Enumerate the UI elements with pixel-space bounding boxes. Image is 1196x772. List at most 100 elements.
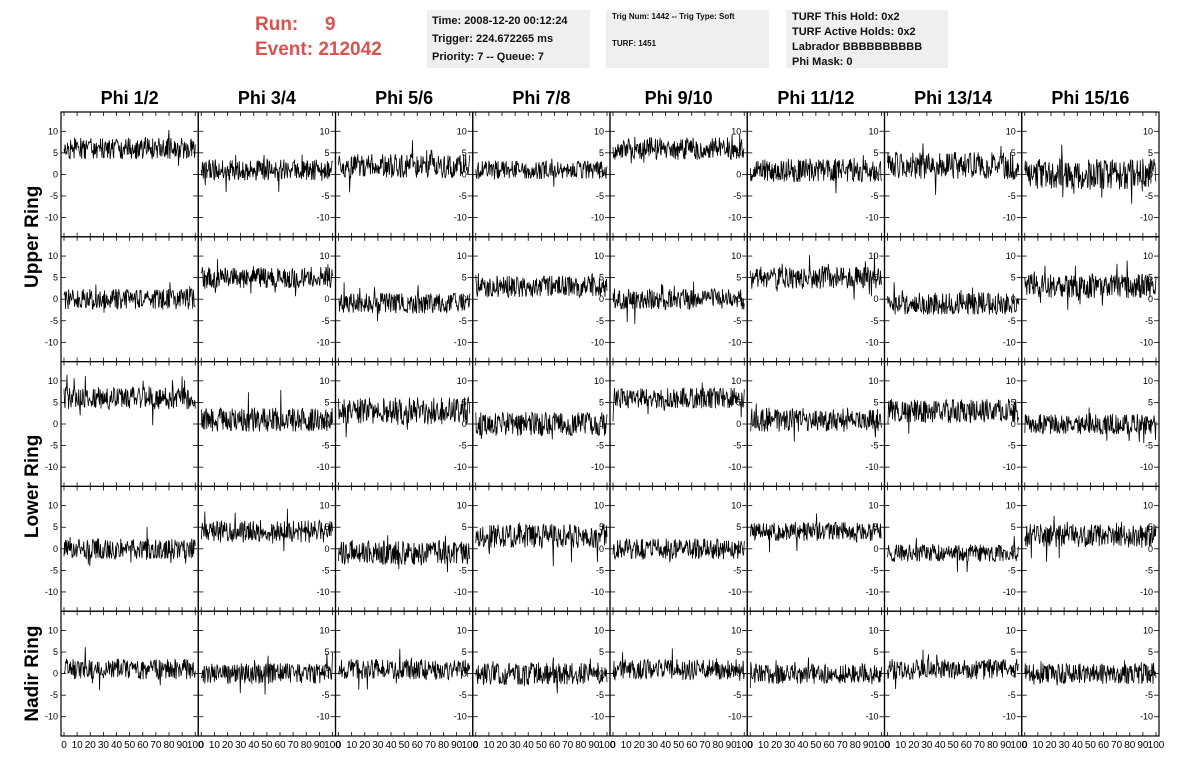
y-tick-label: -10 xyxy=(728,337,741,347)
waveform-trace xyxy=(749,513,882,553)
ring-label: Nadir Ring xyxy=(22,626,43,722)
y-tick-label: 5 xyxy=(324,522,329,532)
y-tick-label: -5 xyxy=(1145,191,1153,201)
y-tick-label: -10 xyxy=(316,213,329,223)
x-tick-label: 40 xyxy=(660,740,672,751)
y-tick-label: -5 xyxy=(733,565,741,575)
y-tick-label: 10 xyxy=(1006,251,1016,261)
y-tick-label: 10 xyxy=(457,625,467,635)
y-tick-label: 0 xyxy=(1011,419,1016,429)
waveform-trace xyxy=(887,143,1020,195)
y-tick-label: 5 xyxy=(599,397,604,407)
y-tick-label: 10 xyxy=(1006,126,1016,136)
y-tick-label: 5 xyxy=(324,397,329,407)
y-tick-label: -10 xyxy=(45,337,58,347)
x-tick-label: 30 xyxy=(235,740,247,751)
y-tick-label: -10 xyxy=(865,337,878,347)
waveform-trace xyxy=(612,281,745,324)
y-tick-label: -5 xyxy=(870,316,878,326)
waveform-trace xyxy=(1024,144,1157,204)
waveform-trace xyxy=(612,648,745,681)
run-value: 9 xyxy=(325,14,336,35)
y-tick-label: -5 xyxy=(733,690,741,700)
x-tick-label: 50 xyxy=(124,740,136,751)
x-tick-label: 40 xyxy=(111,740,123,751)
y-tick-label: 10 xyxy=(48,251,58,261)
x-tick-label: 100 xyxy=(873,740,890,751)
column-header: Phi 3/4 xyxy=(238,88,296,108)
waveform-trace xyxy=(749,403,882,442)
y-tick-label: -5 xyxy=(321,690,329,700)
waveform-trace xyxy=(200,652,333,695)
y-tick-label: 5 xyxy=(736,148,741,158)
y-tick-label: 10 xyxy=(731,126,741,136)
y-tick-label: -5 xyxy=(1008,565,1016,575)
x-tick-label: 80 xyxy=(712,740,724,751)
y-tick-label: 5 xyxy=(324,647,329,657)
y-tick-label: -10 xyxy=(1003,712,1016,722)
y-tick-label: -10 xyxy=(1003,213,1016,223)
panel-frame xyxy=(1021,236,1160,363)
y-tick-label: -5 xyxy=(50,565,58,575)
y-tick-label: 5 xyxy=(1011,148,1016,158)
y-tick-label: -5 xyxy=(321,191,329,201)
y-tick-label: -5 xyxy=(596,441,604,451)
event-value: 212042 xyxy=(318,39,382,60)
x-tick-label: 60 xyxy=(137,740,149,751)
y-tick-label: 10 xyxy=(1143,126,1153,136)
x-tick-label: 10 xyxy=(209,740,221,751)
x-tick-label: 0 xyxy=(336,740,342,751)
x-tick-label: 30 xyxy=(647,740,659,751)
y-tick-label: -10 xyxy=(591,587,604,597)
x-tick-label: 10 xyxy=(758,740,770,751)
x-tick-label: 10 xyxy=(483,740,495,751)
y-tick-label: -10 xyxy=(728,213,741,223)
y-tick-label: 10 xyxy=(48,376,58,386)
y-tick-label: 5 xyxy=(1148,148,1153,158)
x-tick-label: 100 xyxy=(1148,740,1165,751)
waveform-trace xyxy=(63,526,196,567)
y-tick-label: -5 xyxy=(50,316,58,326)
y-tick-label: 10 xyxy=(48,625,58,635)
x-tick-label: 40 xyxy=(385,740,397,751)
y-tick-label: 10 xyxy=(731,376,741,386)
y-tick-label: 5 xyxy=(599,273,604,283)
y-tick-label: 10 xyxy=(731,251,741,261)
y-tick-label: 0 xyxy=(462,169,467,179)
column-header: Phi 11/12 xyxy=(777,88,854,108)
x-tick-label: 90 xyxy=(588,740,600,751)
y-tick-label: -10 xyxy=(591,462,604,472)
column-header: Phi 5/6 xyxy=(375,88,433,108)
y-tick-label: 0 xyxy=(1011,669,1016,679)
waveform-trace xyxy=(749,253,882,300)
y-tick-label: -10 xyxy=(865,462,878,472)
y-tick-label: 0 xyxy=(736,294,741,304)
panel-frame xyxy=(197,485,337,612)
y-tick-label: -10 xyxy=(45,462,58,472)
y-tick-label: 10 xyxy=(594,501,604,511)
y-tick-label: 10 xyxy=(319,251,329,261)
x-tick-label: 30 xyxy=(372,740,384,751)
panel-frame xyxy=(334,361,474,488)
x-tick-label: 20 xyxy=(359,740,371,751)
panel-frame xyxy=(746,485,886,612)
turf-text: TURF: 1451 xyxy=(612,39,657,48)
waveform-trace xyxy=(63,647,196,691)
y-tick-label: 0 xyxy=(736,419,741,429)
x-tick-label: 20 xyxy=(496,740,508,751)
waveform-trace xyxy=(200,154,333,193)
y-tick-label: 0 xyxy=(324,669,329,679)
y-tick-label: -5 xyxy=(870,191,878,201)
x-tick-label: 50 xyxy=(948,740,960,751)
y-tick-label: 0 xyxy=(462,419,467,429)
y-tick-label: 0 xyxy=(462,294,467,304)
y-tick-label: 0 xyxy=(324,544,329,554)
y-tick-label: 10 xyxy=(457,501,467,511)
x-tick-label: 80 xyxy=(850,740,862,751)
y-tick-label: -5 xyxy=(50,191,58,201)
waveform-trace xyxy=(612,538,745,563)
y-tick-label: 5 xyxy=(736,397,741,407)
y-tick-label: 0 xyxy=(53,544,58,554)
panel-frame xyxy=(746,236,886,363)
y-tick-label: -5 xyxy=(596,565,604,575)
